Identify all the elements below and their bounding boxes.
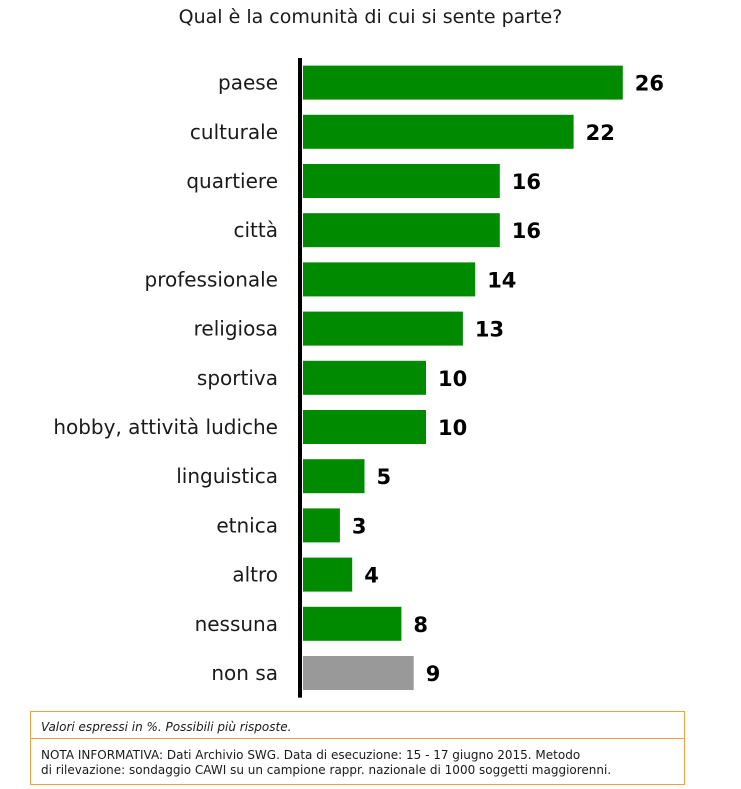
- bar: [303, 114, 574, 149]
- category-label: nessuna: [195, 612, 278, 636]
- category-label: etnica: [216, 513, 278, 537]
- bar: [303, 65, 623, 100]
- info-text-line2: di rilevazione: sondaggio CAWI su un cam…: [41, 763, 612, 777]
- bar: [303, 360, 426, 395]
- bar: [303, 410, 426, 444]
- data-label: 26: [635, 72, 664, 96]
- category-label: quartiere: [186, 169, 278, 193]
- data-label: 5: [377, 465, 392, 489]
- bar: [303, 311, 463, 346]
- category-label: hobby, attività ludiche: [53, 415, 278, 439]
- chart-title: Qual è la comunità di cui si sente parte…: [178, 6, 563, 28]
- data-label: 10: [438, 367, 467, 391]
- info-note: NOTA INFORMATIVA: Dati Archivio SWG. Dat…: [41, 748, 681, 778]
- bar: [303, 508, 340, 543]
- bar: [303, 164, 500, 198]
- data-label: 4: [364, 564, 379, 588]
- category-label: altro: [232, 563, 278, 587]
- bar: [303, 459, 365, 494]
- data-label: 16: [512, 219, 541, 243]
- data-label: 14: [487, 268, 516, 292]
- data-label: 16: [512, 170, 541, 194]
- data-label: 9: [426, 662, 441, 686]
- notes-box: Valori espressi in %. Possibili più risp…: [30, 711, 685, 785]
- info-label: NOTA INFORMATIVA:: [41, 748, 164, 762]
- bar: [303, 213, 500, 248]
- category-label: non sa: [211, 661, 278, 685]
- category-label: culturale: [190, 120, 278, 144]
- info-text-line1: Dati Archivio SWG. Data di esecuzione: 1…: [166, 748, 581, 762]
- data-label: 10: [438, 416, 467, 440]
- category-label: sportiva: [197, 366, 278, 390]
- data-label: 22: [586, 121, 615, 145]
- data-label: 8: [413, 613, 428, 637]
- notes-divider: [31, 738, 684, 739]
- category-label: linguistica: [176, 464, 278, 488]
- category-label: professionale: [145, 267, 279, 291]
- category-label: religiosa: [194, 317, 278, 341]
- bar-chart: paese 26 culturale 22 quartiere 16 città 16 prof…: [53, 58, 664, 698]
- bar: [303, 557, 353, 592]
- bar: [303, 606, 402, 641]
- unit-note: Valori espressi in %. Possibili più risp…: [41, 720, 292, 734]
- bar: [303, 656, 414, 690]
- category-label: città: [234, 218, 279, 242]
- data-label: 13: [475, 318, 504, 342]
- data-label: 3: [352, 514, 367, 538]
- bar: [303, 262, 476, 297]
- category-label: paese: [218, 71, 278, 95]
